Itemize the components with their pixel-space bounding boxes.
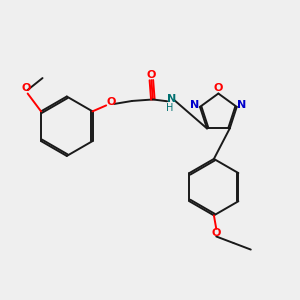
Text: O: O [147, 70, 156, 80]
Text: N: N [190, 100, 199, 110]
Text: O: O [22, 83, 31, 93]
Text: N: N [167, 94, 176, 104]
Text: N: N [238, 100, 247, 110]
Text: O: O [214, 83, 223, 93]
Text: O: O [106, 98, 116, 107]
Text: O: O [212, 228, 221, 238]
Text: H: H [167, 103, 174, 113]
